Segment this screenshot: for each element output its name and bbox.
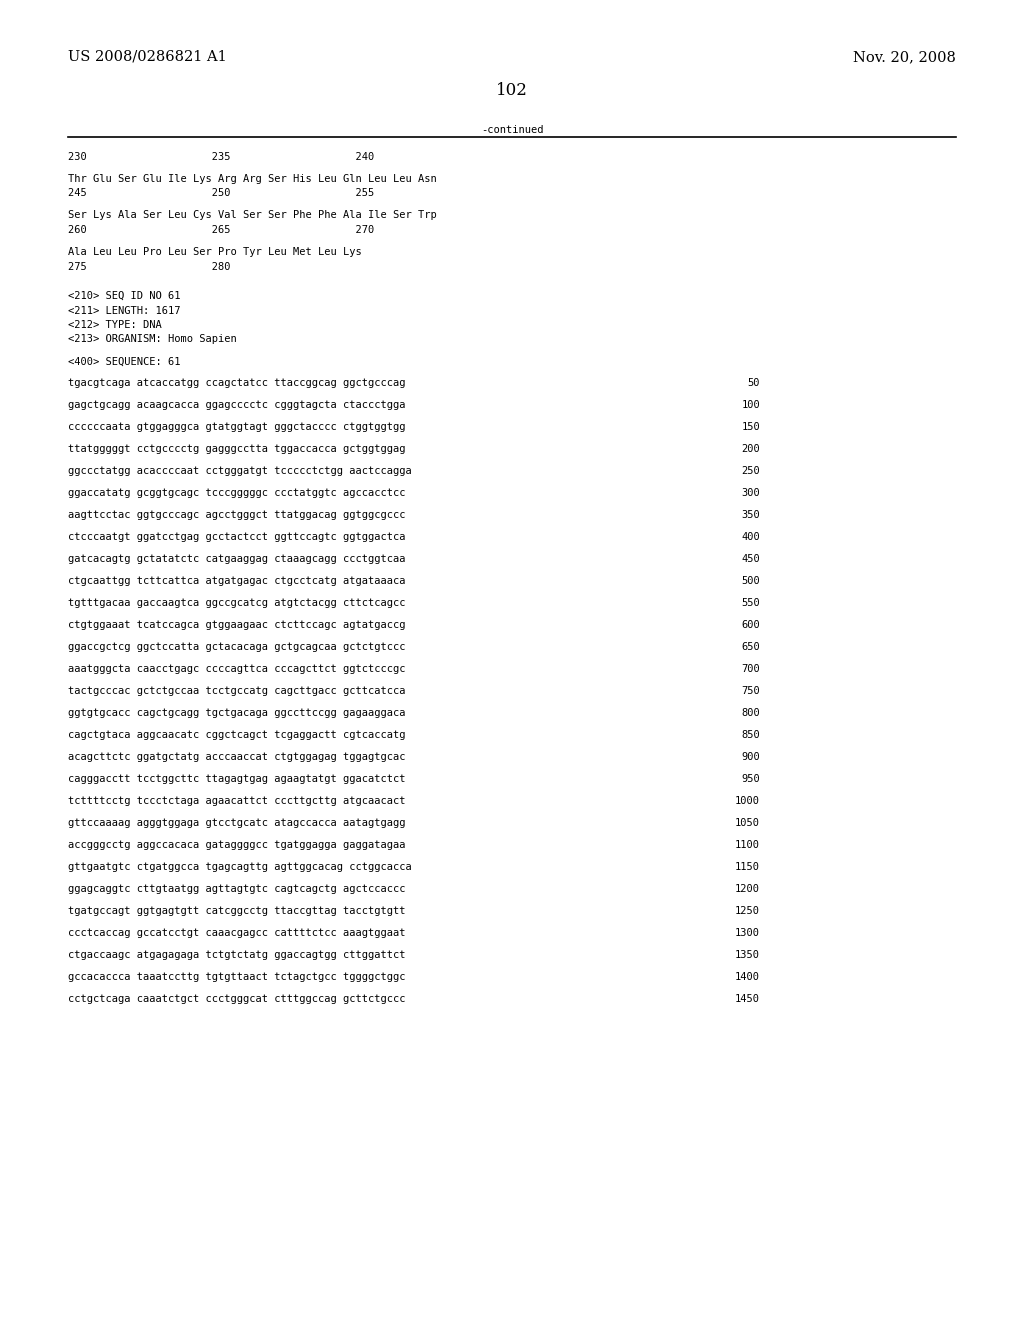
Text: 1050: 1050 [735,818,760,829]
Text: gttgaatgtc ctgatggcca tgagcagttg agttggcacag cctggcacca: gttgaatgtc ctgatggcca tgagcagttg agttggc… [68,862,412,873]
Text: 100: 100 [741,400,760,411]
Text: 850: 850 [741,730,760,741]
Text: <213> ORGANISM: Homo Sapien: <213> ORGANISM: Homo Sapien [68,334,237,345]
Text: aagttcctac ggtgcccagc agcctgggct ttatggacag ggtggcgccc: aagttcctac ggtgcccagc agcctgggct ttatgga… [68,511,406,520]
Text: 1200: 1200 [735,884,760,895]
Text: <212> TYPE: DNA: <212> TYPE: DNA [68,319,162,330]
Text: Nov. 20, 2008: Nov. 20, 2008 [853,50,956,63]
Text: ggagcaggtc cttgtaatgg agttagtgtc cagtcagctg agctccaccc: ggagcaggtc cttgtaatgg agttagtgtc cagtcag… [68,884,406,895]
Text: ccctcaccag gccatcctgt caaacgagcc cattttctcc aaagtggaat: ccctcaccag gccatcctgt caaacgagcc cattttc… [68,928,406,939]
Text: 50: 50 [748,379,760,388]
Text: 400: 400 [741,532,760,543]
Text: accgggcctg aggccacaca gataggggcc tgatggagga gaggatagaa: accgggcctg aggccacaca gataggggcc tgatgga… [68,841,406,850]
Text: 1150: 1150 [735,862,760,873]
Text: 600: 600 [741,620,760,631]
Text: 650: 650 [741,643,760,652]
Text: 1400: 1400 [735,973,760,982]
Text: 800: 800 [741,709,760,718]
Text: tcttttcctg tccctctaga agaacattct cccttgcttg atgcaacact: tcttttcctg tccctctaga agaacattct cccttgc… [68,796,406,807]
Text: Thr Glu Ser Glu Ile Lys Arg Arg Ser His Leu Gln Leu Leu Asn: Thr Glu Ser Glu Ile Lys Arg Arg Ser His … [68,174,437,183]
Text: cctgctcaga caaatctgct ccctgggcat ctttggccag gcttctgccc: cctgctcaga caaatctgct ccctgggcat ctttggc… [68,994,406,1005]
Text: ggtgtgcacc cagctgcagg tgctgacaga ggccttccgg gagaaggaca: ggtgtgcacc cagctgcagg tgctgacaga ggccttc… [68,709,406,718]
Text: 700: 700 [741,664,760,675]
Text: 750: 750 [741,686,760,697]
Text: 950: 950 [741,775,760,784]
Text: ggaccgctcg ggctccatta gctacacaga gctgcagcaa gctctgtccc: ggaccgctcg ggctccatta gctacacaga gctgcag… [68,643,406,652]
Text: 275                    280: 275 280 [68,261,230,272]
Text: 1000: 1000 [735,796,760,807]
Text: ggccctatgg acaccccaat cctgggatgt tccccctctgg aactccagga: ggccctatgg acaccccaat cctgggatgt tccccct… [68,466,412,477]
Text: ggaccatatg gcggtgcagc tcccgggggc ccctatggtc agccacctcc: ggaccatatg gcggtgcagc tcccgggggc ccctatg… [68,488,406,499]
Text: tgtttgacaa gaccaagtca ggccgcatcg atgtctacgg cttctcagcc: tgtttgacaa gaccaagtca ggccgcatcg atgtcta… [68,598,406,609]
Text: cagggacctt tcctggcttc ttagagtgag agaagtatgt ggacatctct: cagggacctt tcctggcttc ttagagtgag agaagta… [68,775,406,784]
Text: <400> SEQUENCE: 61: <400> SEQUENCE: 61 [68,356,180,367]
Text: ctgcaattgg tcttcattca atgatgagac ctgcctcatg atgataaaca: ctgcaattgg tcttcattca atgatgagac ctgcctc… [68,577,406,586]
Text: 102: 102 [496,82,528,99]
Text: acagcttctc ggatgctatg acccaaccat ctgtggagag tggagtgcac: acagcttctc ggatgctatg acccaaccat ctgtgga… [68,752,406,763]
Text: ctcccaatgt ggatcctgag gcctactcct ggttccagtc ggtggactca: ctcccaatgt ggatcctgag gcctactcct ggttcca… [68,532,406,543]
Text: ctgaccaagc atgagagaga tctgtctatg ggaccagtgg cttggattct: ctgaccaagc atgagagaga tctgtctatg ggaccag… [68,950,406,961]
Text: 350: 350 [741,511,760,520]
Text: 500: 500 [741,577,760,586]
Text: gccacaccca taaatccttg tgtgttaact tctagctgcc tggggctggc: gccacaccca taaatccttg tgtgttaact tctagct… [68,973,406,982]
Text: 1250: 1250 [735,907,760,916]
Text: 900: 900 [741,752,760,763]
Text: tgacgtcaga atcaccatgg ccagctatcc ttaccggcag ggctgcccag: tgacgtcaga atcaccatgg ccagctatcc ttaccgg… [68,379,406,388]
Text: ttatgggggt cctgcccctg gagggcctta tggaccacca gctggtggag: ttatgggggt cctgcccctg gagggcctta tggacca… [68,445,406,454]
Text: 200: 200 [741,445,760,454]
Text: tactgcccac gctctgccaa tcctgccatg cagcttgacc gcttcatcca: tactgcccac gctctgccaa tcctgccatg cagcttg… [68,686,406,697]
Text: 245                    250                    255: 245 250 255 [68,189,374,198]
Text: 230                    235                    240: 230 235 240 [68,152,374,162]
Text: US 2008/0286821 A1: US 2008/0286821 A1 [68,50,226,63]
Text: gttccaaaag agggtggaga gtcctgcatc atagccacca aatagtgagg: gttccaaaag agggtggaga gtcctgcatc atagcca… [68,818,406,829]
Text: gatcacagtg gctatatctc catgaaggag ctaaagcagg ccctggtcaa: gatcacagtg gctatatctc catgaaggag ctaaagc… [68,554,406,565]
Text: 1350: 1350 [735,950,760,961]
Text: -continued: -continued [480,125,544,135]
Text: tgatgccagt ggtgagtgtt catcggcctg ttaccgttag tacctgtgtt: tgatgccagt ggtgagtgtt catcggcctg ttaccgt… [68,907,406,916]
Text: gagctgcagg acaagcacca ggagcccctc cgggtagcta ctaccctgga: gagctgcagg acaagcacca ggagcccctc cgggtag… [68,400,406,411]
Text: Ala Leu Leu Pro Leu Ser Pro Tyr Leu Met Leu Lys: Ala Leu Leu Pro Leu Ser Pro Tyr Leu Met … [68,247,361,257]
Text: 1450: 1450 [735,994,760,1005]
Text: ccccccaata gtggagggca gtatggtagt gggctacccc ctggtggtgg: ccccccaata gtggagggca gtatggtagt gggctac… [68,422,406,433]
Text: ctgtggaaat tcatccagca gtggaagaac ctcttccagc agtatgaccg: ctgtggaaat tcatccagca gtggaagaac ctcttcc… [68,620,406,631]
Text: 150: 150 [741,422,760,433]
Text: 550: 550 [741,598,760,609]
Text: 250: 250 [741,466,760,477]
Text: cagctgtaca aggcaacatc cggctcagct tcgaggactt cgtcaccatg: cagctgtaca aggcaacatc cggctcagct tcgagga… [68,730,406,741]
Text: aaatgggcta caacctgagc ccccagttca cccagcttct ggtctcccgc: aaatgggcta caacctgagc ccccagttca cccagct… [68,664,406,675]
Text: 260                    265                    270: 260 265 270 [68,224,374,235]
Text: Ser Lys Ala Ser Leu Cys Val Ser Ser Phe Phe Ala Ile Ser Trp: Ser Lys Ala Ser Leu Cys Val Ser Ser Phe … [68,210,437,220]
Text: 450: 450 [741,554,760,565]
Text: 1100: 1100 [735,841,760,850]
Text: <210> SEQ ID NO 61: <210> SEQ ID NO 61 [68,290,180,301]
Text: 300: 300 [741,488,760,499]
Text: 1300: 1300 [735,928,760,939]
Text: <211> LENGTH: 1617: <211> LENGTH: 1617 [68,305,180,315]
